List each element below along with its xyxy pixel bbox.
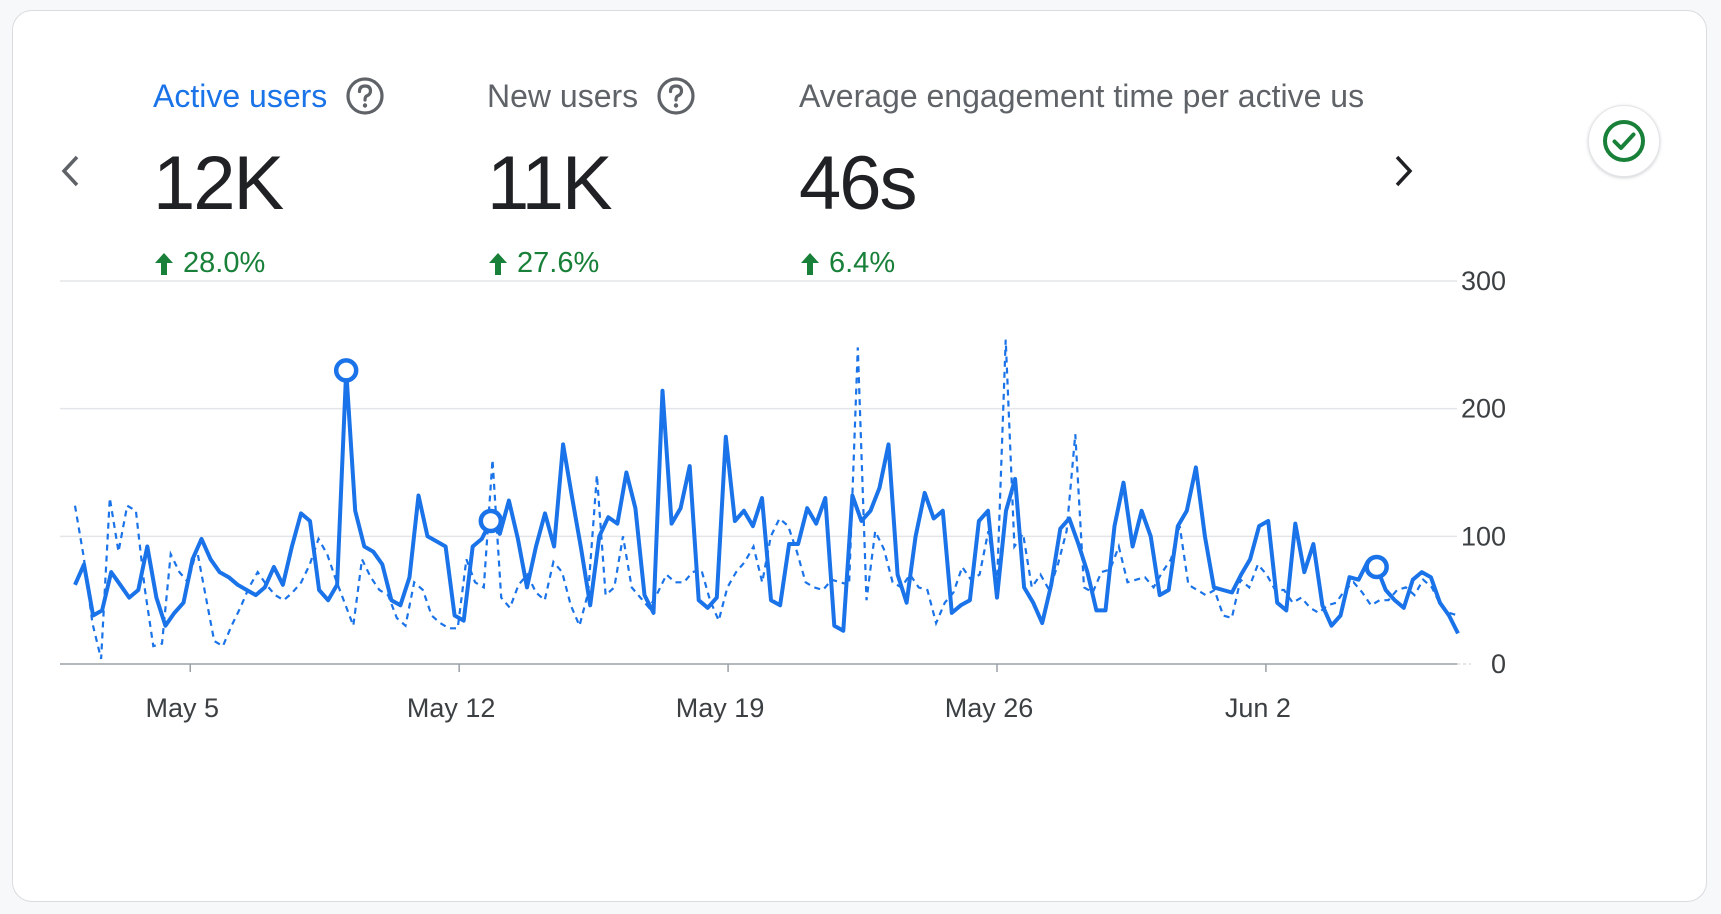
help-circle-icon[interactable]: [345, 76, 385, 116]
arrow-up-icon: [489, 252, 507, 275]
x-tick-label: May 19: [676, 693, 765, 723]
metric-tab-average-engagement-time[interactable]: Average engagement time per active us 46…: [799, 71, 1364, 280]
annotation-marker[interactable]: [1364, 554, 1389, 580]
metric-value: 46s: [799, 141, 918, 226]
metric-change: 27.6%: [487, 247, 696, 280]
y-tick-label: 100: [1461, 521, 1506, 551]
metric-tab-new-users[interactable]: New users 11K 27.6%: [487, 71, 696, 280]
metrics-card: Active users 12K 28.0% New users 11K: [12, 10, 1707, 902]
metric-label: Active users: [153, 77, 328, 114]
series-line-dashed: [73, 339, 1459, 660]
y-tick-label: 0: [1491, 649, 1506, 679]
line-chart: 300 200 100 0 May 5 May 12 May 19 May 26 Jun 2: [60, 266, 1506, 723]
help-circle-icon[interactable]: [656, 76, 696, 116]
chevron-right-icon[interactable]: [1381, 141, 1425, 201]
x-tick-label: Jun 2: [1225, 693, 1291, 723]
metric-change-value: 28.0%: [183, 247, 266, 279]
metric-tab-active-users[interactable]: Active users 12K 28.0%: [153, 71, 385, 280]
x-tick-label: May 26: [945, 693, 1034, 723]
metric-change: 28.0%: [153, 247, 385, 280]
arrow-up-icon: [155, 252, 173, 275]
series-markers: [333, 358, 1389, 580]
series-line-solid: [73, 368, 1460, 635]
chart-grid: [60, 280, 1457, 538]
metric-label: Average engagement time per active us: [799, 77, 1365, 114]
annotation-marker[interactable]: [333, 358, 359, 383]
x-tick-label: May 12: [407, 693, 496, 723]
x-tick-label: May 5: [145, 693, 219, 723]
x-axis: May 5 May 12 May 19 May 26 Jun 2: [60, 663, 1471, 723]
annotation-marker[interactable]: [478, 508, 504, 534]
y-tick-label: 200: [1461, 394, 1506, 424]
metric-change: 6.4%: [799, 247, 1364, 280]
y-tick-label: 300: [1461, 266, 1506, 296]
metric-value: 11K: [487, 141, 613, 226]
y-axis-labels: 300 200 100 0: [1461, 266, 1506, 679]
metric-value: 12K: [153, 141, 284, 226]
chevron-left-icon[interactable]: [49, 141, 93, 201]
check-circle-icon: [1603, 120, 1645, 162]
arrow-up-icon: [801, 252, 819, 275]
metric-change-value: 6.4%: [829, 247, 896, 279]
status-button[interactable]: [1588, 105, 1660, 177]
metric-change-value: 27.6%: [517, 247, 600, 279]
metric-label: New users: [487, 77, 639, 114]
